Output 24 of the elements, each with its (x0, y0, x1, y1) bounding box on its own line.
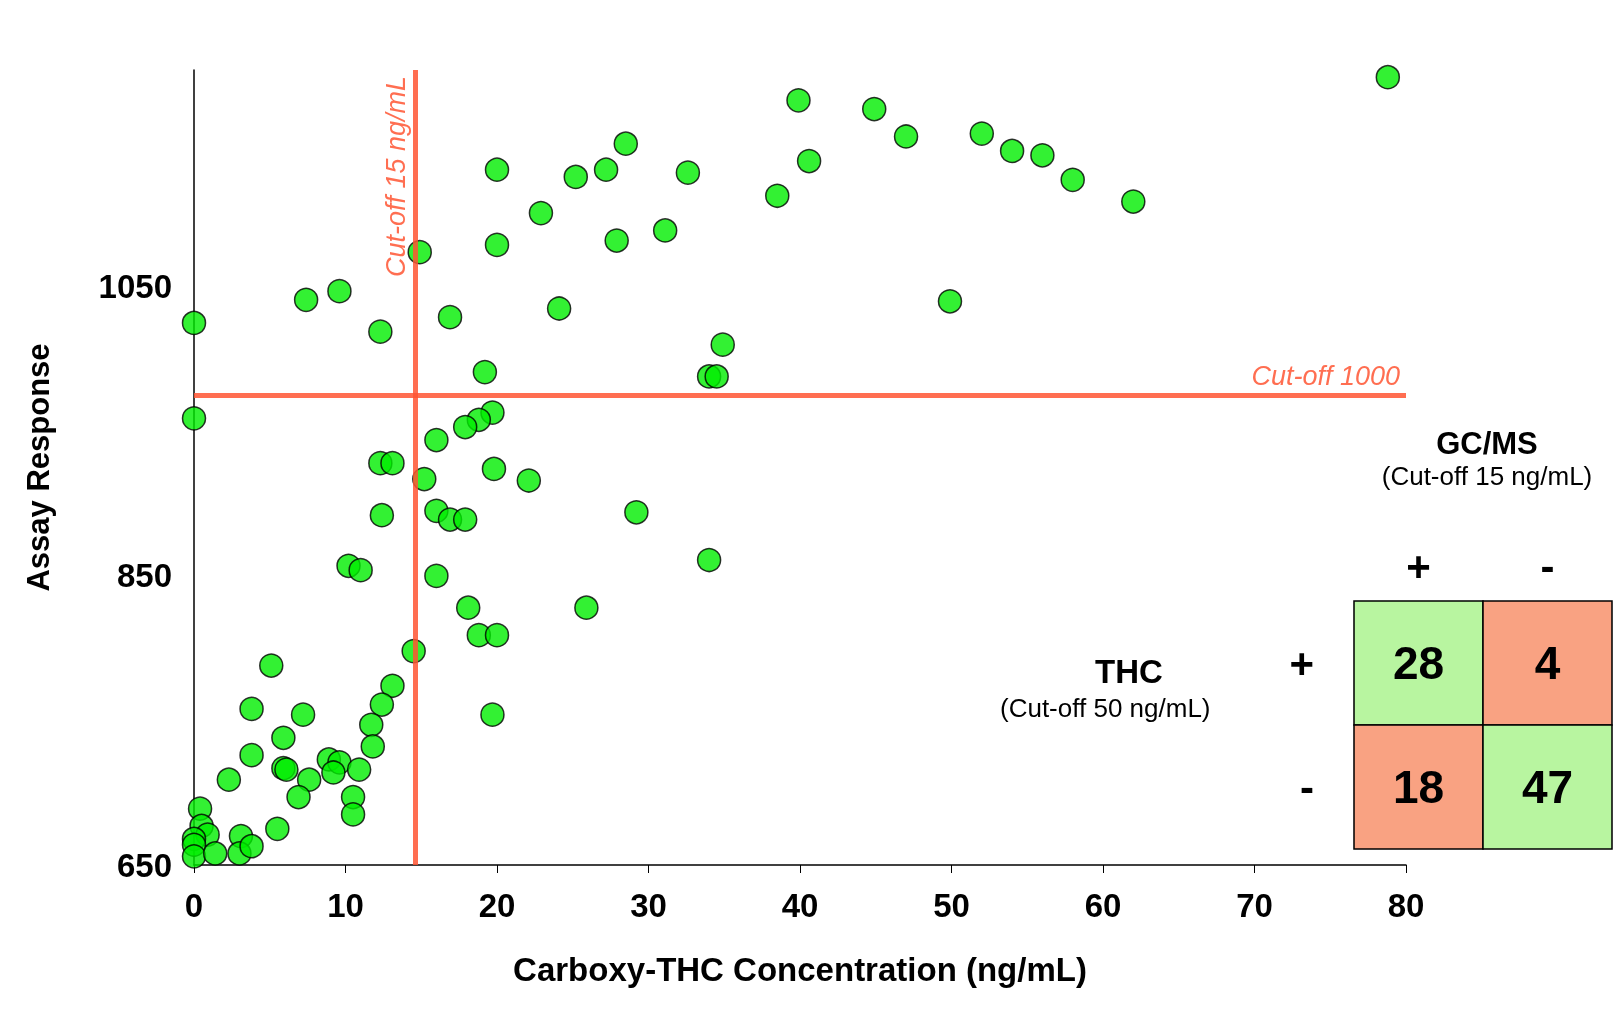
ref-line-label: Cut-off 15 ng/mL (380, 76, 411, 278)
data-label: 47 (1521, 761, 1574, 813)
annotation: (Cut-off 50 ng/mL) (1000, 693, 1211, 723)
y-axis-title: Assay Response (21, 343, 56, 592)
x-tick-label: 30 (630, 887, 667, 924)
x-tick-label: 80 (1387, 887, 1425, 924)
data-label: 4 (1534, 637, 1561, 689)
x-tick-label: 0 (184, 887, 204, 924)
y-axis-title: THC (1095, 653, 1163, 690)
x-tick-label: 20 (478, 887, 516, 924)
y-tick-label: 850 (116, 557, 172, 595)
y-tick-label: 1050 (98, 268, 172, 306)
data-label: 18 (1392, 761, 1445, 813)
ref-line-label: Cut-off 1000 (1251, 360, 1400, 391)
chart-subtitle: (Cut-off 15 ng/mL) (1381, 461, 1593, 491)
y-tick-label: 650 (116, 846, 172, 884)
x-tick-label: 10 (327, 887, 364, 924)
chart-title: GC/MS (1436, 426, 1538, 461)
x-tick-label: 40 (781, 887, 819, 924)
x-tick-label: 50 (933, 887, 970, 924)
data-label: 28 (1392, 637, 1445, 689)
x-tick-label: 70 (1236, 887, 1273, 924)
x-tick-label: 60 (1084, 887, 1122, 924)
x-axis-title: Carboxy-THC Concentration (ng/mL) (513, 951, 1087, 988)
